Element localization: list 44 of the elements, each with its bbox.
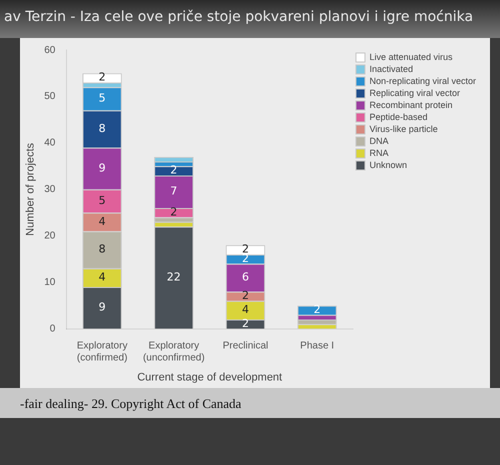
- data-label: 2: [242, 242, 249, 256]
- legend-label: Peptide-based: [369, 112, 428, 122]
- x-tick-label: Phase I: [300, 340, 334, 352]
- legend-label: Unknown: [369, 160, 407, 170]
- y-tick-label: 40: [44, 138, 56, 149]
- y-tick-label: 60: [44, 44, 56, 56]
- x-axis-title: Current stage of development: [137, 371, 282, 384]
- y-tick-label: 50: [44, 91, 56, 102]
- data-label: 9: [98, 300, 106, 314]
- legend-label: Replicating viral vector: [369, 88, 460, 98]
- x-tick-label: Exploratory (unconfirmed): [142, 340, 205, 364]
- y-tick-label: 30: [44, 184, 56, 196]
- data-label: 2: [170, 205, 178, 218]
- y-tick-label: 0: [50, 324, 56, 335]
- text: -fair dealing- 29. Copyright Act of Canada: [0, 388, 500, 418]
- legend-label: Inactivated: [369, 64, 413, 74]
- data-label: 5: [98, 92, 106, 105]
- data-label: 8: [98, 122, 106, 135]
- data-label: 2: [170, 164, 178, 177]
- legend-label: DNA: [369, 136, 388, 146]
- x-tick-label: Preclinical: [222, 340, 268, 352]
- data-label: 7: [170, 184, 178, 198]
- data-label: 22: [166, 270, 181, 284]
- data-label: 2: [314, 303, 321, 316]
- y-tick-label: 10: [44, 277, 56, 288]
- data-label: 2: [98, 70, 106, 84]
- data-label: 4: [98, 270, 106, 284]
- data-label: 8: [98, 242, 106, 256]
- data-label: 2: [242, 317, 249, 330]
- x-tick-label: Exploratory (confirmed): [76, 340, 128, 364]
- data-label: 5: [98, 194, 106, 207]
- data-label: 4: [242, 303, 249, 316]
- data-label: 4: [98, 214, 106, 228]
- legend-label: RNA: [369, 148, 388, 158]
- y-tick-label: 20: [44, 230, 56, 242]
- legend-label: Recombinant protein: [369, 100, 453, 110]
- legend-label: Virus-like particle: [369, 124, 438, 134]
- legend-label: Non-replicating viral vector: [369, 76, 476, 86]
- y-axis-title: Number of projects: [24, 142, 37, 236]
- legend-label: Live attenuated virus: [369, 52, 454, 62]
- data-label: 9: [98, 161, 106, 174]
- text: av Terzin - Iza cele ove priče stoje pokvareni planovi i igre moćnika: [0, 0, 500, 38]
- data-label: 2: [242, 289, 249, 302]
- data-label: 6: [242, 270, 249, 284]
